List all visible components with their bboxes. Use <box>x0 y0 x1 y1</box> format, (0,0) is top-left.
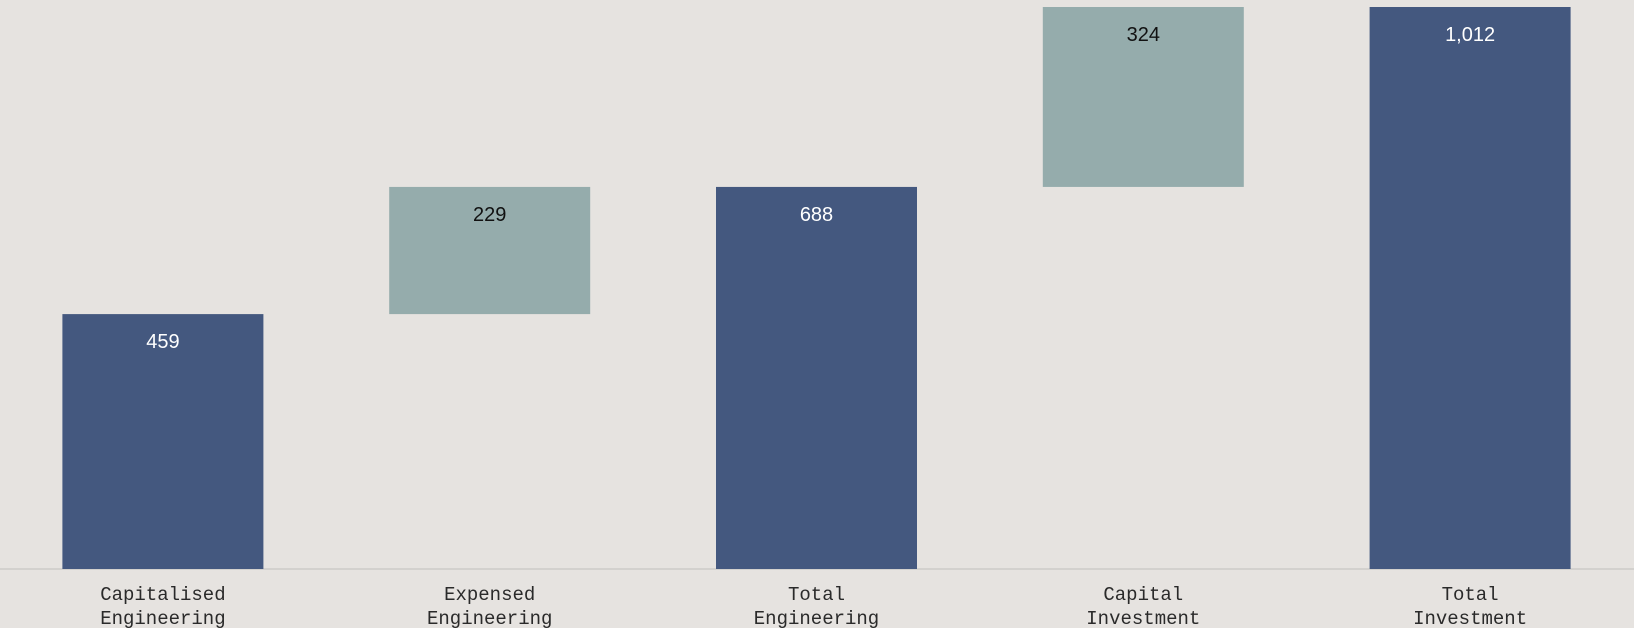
category-label-4-line-0: Total <box>1442 584 1499 606</box>
category-label-1-line-0: Expensed <box>444 584 535 606</box>
category-label-1-line-1: Engineering <box>427 608 552 628</box>
value-label-0: 459 <box>146 331 179 353</box>
bars-layer <box>62 7 1571 570</box>
value-label-3: 324 <box>1127 24 1160 46</box>
category-label-0-line-1: Engineering <box>100 608 225 628</box>
category-label-2-line-1: Engineering <box>754 608 879 628</box>
value-labels-layer: 459 229 688 324 1,012 <box>146 24 1495 353</box>
category-label-0-line-0: Capitalised <box>100 584 225 606</box>
value-label-2: 688 <box>800 204 833 226</box>
category-labels-layer: CapitalisedEngineeringExpensedEngineerin… <box>100 584 1527 628</box>
category-label-3-line-0: Capital <box>1103 584 1183 606</box>
value-label-1: 229 <box>473 204 506 226</box>
bar-4 <box>1369 7 1571 569</box>
category-label-4-line-1: Investment <box>1413 608 1527 628</box>
category-label-3-line-1: Investment <box>1086 608 1200 628</box>
category-label-2-line-0: Total <box>788 584 845 606</box>
bar-3 <box>1042 7 1244 187</box>
value-label-4: 1,012 <box>1445 24 1495 46</box>
bar-1 <box>389 186 591 315</box>
bar-0 <box>62 314 264 569</box>
bar-2 <box>716 186 917 570</box>
